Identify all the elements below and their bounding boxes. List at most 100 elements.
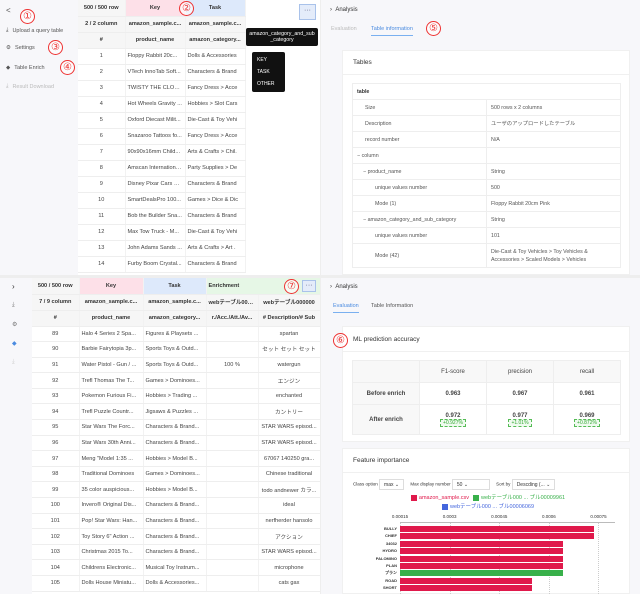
table-cell: Figures & Playsets ...: [143, 326, 207, 343]
info-row: Mode (42) Die-Cast & Toy Vehicles > Toy V…: [352, 243, 621, 268]
table-row[interactable]: 92 Trefl Thomas The T... Games > Dominoes.…: [32, 372, 321, 389]
table-row[interactable]: 99 35 color auspicious... Hobbies > Model …: [32, 481, 321, 499]
download-icon[interactable]: ⤓: [12, 359, 15, 365]
table-row[interactable]: 2 VTech InnoTab Soft... Characters & Brand: [78, 64, 246, 81]
expand-button[interactable]: ›: [12, 282, 15, 291]
x-tick-label: 0.00015: [391, 514, 409, 519]
column-header[interactable]: amazon_category...: [143, 310, 207, 327]
score-cell: 0.972 +0.927%: [419, 404, 487, 435]
table-row[interactable]: 89 Halo 4 Series 2 Spa... Figures & Playse…: [32, 326, 321, 343]
gear-icon[interactable]: ⚙: [12, 322, 18, 328]
bar: [400, 526, 594, 532]
gem-icon[interactable]: ◆: [12, 341, 17, 347]
table-row[interactable]: 14 Furby Boom Crystal... Characters & Bran…: [78, 256, 246, 273]
gear-icon: ⚙: [6, 45, 11, 51]
y-tick-label: PALOMINO: [375, 555, 397, 561]
more-options-button[interactable]: ···: [299, 4, 316, 20]
bar: [400, 548, 564, 555]
enrich-label: Table Enrich: [14, 65, 45, 71]
table-row[interactable]: 101 Pop! Star Wars: Han... Characters & Br…: [32, 513, 321, 530]
table-row[interactable]: 12 Max Tow Truck - M... Die-Cast & Toy Veh…: [78, 224, 246, 241]
table-row[interactable]: 104 Childrens Electronic... Musical Toy In…: [32, 559, 321, 576]
upload-query-table[interactable]: ⤓ Upload a query table: [6, 27, 63, 34]
table-cell: Hobbies > Model B...: [143, 450, 207, 467]
enriched-table: 500 / 500 row Key Task Enrichment 7 / 9 col…: [32, 278, 321, 592]
table-row[interactable]: 97 Meng "Model 1:35 ... Hobbies > Model B.…: [32, 450, 321, 467]
table-cell: STAR WARS episod...: [258, 435, 321, 452]
max-display-select[interactable]: 50 ⌄: [451, 479, 490, 490]
class-option-select[interactable]: max ⌄: [379, 479, 405, 490]
table-row[interactable]: 100 Invero® Original Dis... Characters & B…: [32, 497, 321, 514]
table-row[interactable]: 90 Barbie Fairytopia 3p... Sports Toys & O…: [32, 341, 321, 358]
table-row[interactable]: 94 Trefl Puzzle Countr... Jigsaws & Puzzle…: [32, 403, 321, 421]
table-info: table Size 500 rows x 2 columns Descriptio…: [352, 83, 621, 268]
table-enrich[interactable]: ◆ Table Enrich: [6, 65, 45, 71]
task-header[interactable]: Task: [143, 278, 207, 295]
key-header[interactable]: Key: [125, 0, 186, 17]
row-index: 97: [32, 450, 80, 467]
table-row[interactable]: 11 Bob the Builder Sna... Characters & Bra…: [78, 208, 246, 225]
analysis-toggle[interactable]: › Analysis: [330, 284, 358, 290]
info-value: N/A: [486, 131, 621, 148]
column-header[interactable]: product_name: [79, 310, 144, 327]
tab-evaluation[interactable]: Evaluation: [331, 26, 357, 32]
result-download[interactable]: ⤓ Result Download: [6, 83, 54, 90]
x-tick-label: 0.00075: [590, 514, 607, 519]
table-row[interactable]: 13 John Adams Sands ... Arts & Crafts > Ar…: [78, 240, 246, 257]
legend-item[interactable]: webテーブル000 ... ブル00006069: [441, 503, 534, 510]
legend-item[interactable]: webテーブル000 ... ブル00009961: [473, 494, 565, 501]
upload-icon[interactable]: ⤓: [12, 302, 15, 308]
menu-item-task[interactable]: TASK: [257, 69, 270, 75]
table-row[interactable]: 5 Oxford Diecast Milit... Die-Cast & Toy V…: [78, 112, 246, 129]
table-row[interactable]: 98 Traditional Dominoes Games > Dominoes..…: [32, 466, 321, 483]
table-row[interactable]: 105 Dolls House Miniatu... Dolls & Accesso…: [32, 575, 321, 592]
table-row[interactable]: 9 Disney Pixar Cars R... Characters & Bran…: [78, 176, 246, 193]
task-header[interactable]: Task: [185, 0, 246, 17]
info-row: Description ユーザのアップロードしたテーブル: [352, 115, 621, 132]
table-row[interactable]: 91 Water Pistol - Gun / ... Sports Toys & …: [32, 357, 321, 374]
table-row[interactable]: 95 Star Wars The Forc... Characters & Bran…: [32, 419, 321, 436]
table-row[interactable]: 102 Toy Story 6" Action ... Characters & B…: [32, 528, 321, 545]
settings[interactable]: ⚙ Settings: [6, 45, 35, 51]
table-row[interactable]: 8 Amscan International... Party Supplies >…: [78, 160, 246, 177]
table-row[interactable]: 3 TWISTY THE CLOW... Fancy Dress > Acce: [78, 80, 246, 97]
tab-table-information[interactable]: Table Information: [371, 303, 414, 309]
table-row[interactable]: 103 Christmas 2015 To... Characters & Bran…: [32, 544, 321, 561]
analysis-toggle[interactable]: › Analysis: [330, 7, 358, 13]
x-tick-label: 0.0006: [541, 514, 556, 519]
max-display-value: 50: [456, 482, 463, 488]
table-cell: Star Wars The Forc...: [79, 419, 144, 436]
row-label: Before enrich: [352, 382, 420, 405]
tab-table-information[interactable]: Table information: [371, 26, 413, 36]
table-cell: [206, 341, 259, 358]
sort-by-select[interactable]: Descding (... ⌄: [511, 479, 556, 490]
table-row[interactable]: 1 Floppy Rabbit 20c... Dolls & Accessories: [78, 48, 246, 65]
column-header[interactable]: amazon_category...: [185, 32, 246, 49]
legend-item[interactable]: amazon_sample.csv: [410, 494, 469, 501]
column-count: 7 / 9 column: [32, 294, 80, 311]
info-value: [486, 147, 621, 164]
table-name: table: [352, 83, 621, 100]
info-row: Size 500 rows x 2 columns: [352, 99, 621, 116]
row-index: 11: [78, 208, 126, 225]
column-header[interactable]: product_name: [125, 32, 186, 49]
column-header[interactable]: r./Acc./Att./Av...: [206, 310, 259, 327]
collapse-button[interactable]: <: [6, 6, 11, 15]
table-row[interactable]: 6 Snazaroo Tattoos fo... Fancy Dress > Acc…: [78, 128, 246, 145]
menu-item-key[interactable]: KEY: [257, 57, 268, 63]
column-header[interactable]: # Description/# Sub: [258, 310, 321, 327]
row-index: 8: [78, 160, 126, 177]
table-row[interactable]: 4 Hot Wheels Gravity ... Hobbies > Slot Ca…: [78, 96, 246, 113]
table-row[interactable]: 93 Pokemon Furious Fi... Hobbies > Trading…: [32, 388, 321, 405]
filter-bar: Class option max ⌄ Max display number 50…: [343, 473, 629, 490]
table-row[interactable]: 96 Star Wars 30th Anni... Characters & Bra…: [32, 435, 321, 452]
class-option-value: max: [384, 482, 394, 488]
download-icon: ⤓: [6, 83, 9, 89]
menu-item-other[interactable]: OTHER: [257, 81, 275, 87]
divider: [0, 275, 640, 278]
more-options-button[interactable]: ···: [302, 280, 316, 292]
table-row[interactable]: 10 SmartDealsPro 100... Games > Dice & Dic: [78, 192, 246, 209]
tab-evaluation[interactable]: Evaluation: [333, 303, 359, 313]
key-header[interactable]: Key: [79, 278, 144, 295]
table-row[interactable]: 7 90x90x16mm Child... Arts & Crafts > Chil…: [78, 144, 246, 161]
